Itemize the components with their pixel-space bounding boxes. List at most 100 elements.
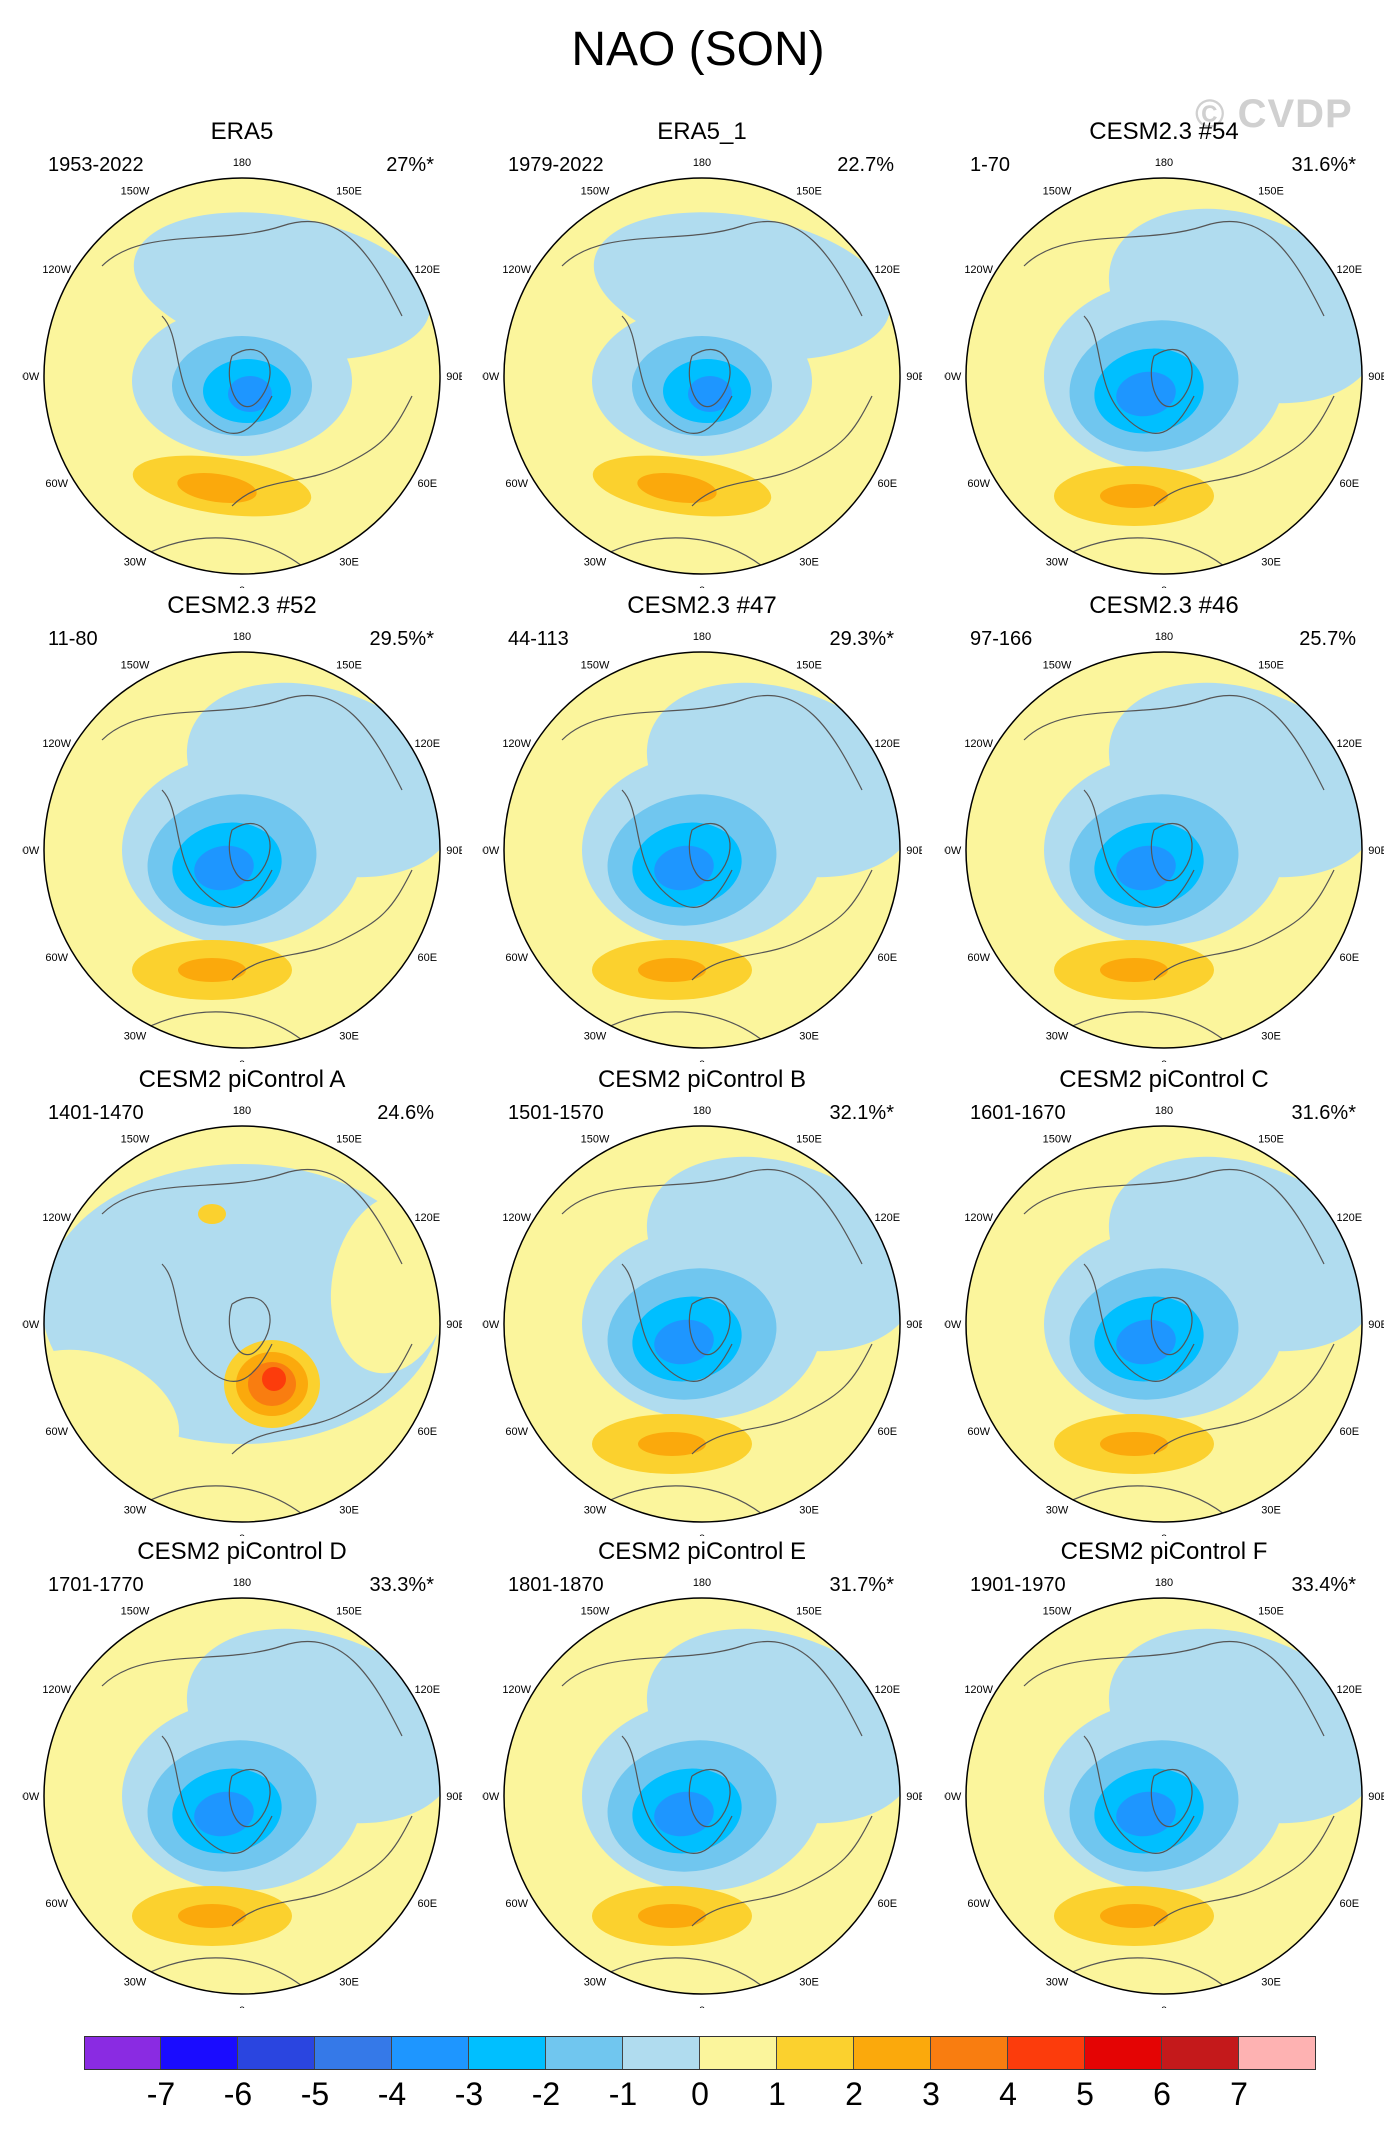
polar-map: 180 150E 120E 90E 60E 30E 0 30W 60W 90W 120W 150W [482, 1105, 922, 1536]
coastline [101, 1168, 403, 1265]
longitude-label: 60E [878, 1898, 898, 1910]
longitude-label: 60E [1340, 1426, 1360, 1438]
longitude-label: 180 [1155, 631, 1173, 643]
longitude-label: 90E [1368, 1791, 1384, 1803]
longitude-label: 120E [874, 1212, 900, 1224]
longitude-label: 30W [584, 1504, 607, 1516]
longitude-label: 30E [799, 1976, 819, 1988]
colorbar-tick-label: -6 [223, 2076, 253, 2112]
polar-map: 180 150E 120E 90E 60E 30E 0 30W 60W 90W 120W 150W [22, 1577, 462, 2008]
longitude-label: 30E [1261, 1030, 1281, 1042]
map-panel: 180 150E 120E 90E 60E 30E 0 30W 60W 90W 120W 150W ER… [482, 118, 922, 588]
coastline [1150, 349, 1193, 408]
longitude-label: 90E [1368, 1319, 1384, 1331]
map-boundary [503, 1125, 901, 1523]
panel-percent-variance: 31.7%* [829, 1574, 895, 1596]
colorbar-swatch [1085, 2036, 1162, 2070]
longitude-label: 90W [22, 1319, 40, 1331]
panel-title: ERA5 [210, 118, 274, 145]
coastline [1063, 1957, 1225, 1987]
longitude-label: 90W [482, 845, 500, 857]
coastline [601, 1485, 763, 1515]
coastline [621, 315, 733, 434]
coastline [691, 869, 873, 981]
longitude-label: 90E [1368, 845, 1384, 857]
map-boundary [43, 651, 441, 1049]
colorbar-swatch [238, 2036, 315, 2070]
negative-anomaly-region [194, 1791, 254, 1837]
longitude-label: 120E [874, 1684, 900, 1696]
positive-anomaly-region [1100, 484, 1168, 508]
longitude-label: 120W [502, 1684, 531, 1696]
positive-anomaly-region [1100, 1432, 1168, 1456]
positive-anomaly-region [638, 1432, 706, 1456]
panel-title: CESM2.3 #54 [1089, 118, 1239, 145]
longitude-label: 30W [1046, 1504, 1069, 1516]
longitude-label: 90E [906, 845, 922, 857]
panel-title: CESM2 piControl D [137, 1538, 347, 1565]
panel-title: CESM2 piControl F [1060, 1538, 1268, 1565]
coastline [688, 1297, 731, 1356]
longitude-label: 30E [799, 556, 819, 568]
coastline [101, 220, 403, 317]
coastline [228, 823, 271, 882]
longitude-label: 180 [233, 1577, 251, 1589]
coastline [1083, 1735, 1195, 1854]
positive-anomaly-region [262, 1367, 286, 1391]
longitude-label: 120E [414, 738, 440, 750]
longitude-label: 60E [1340, 952, 1360, 964]
longitude-label: 60W [505, 952, 528, 964]
longitude-label: 90E [1368, 371, 1384, 383]
longitude-label: 60E [878, 1426, 898, 1438]
panel-years: 97-166 [970, 628, 1033, 650]
longitude-label: 150E [336, 1606, 362, 1618]
longitude-label: 180 [693, 157, 711, 169]
panel-years: 1801-1870 [508, 1574, 604, 1596]
longitude-label: 90E [906, 1319, 922, 1331]
colorbar-tick-label: 3 [922, 2076, 940, 2112]
polar-map: 180 150E 120E 90E 60E 30E 0 30W 60W 90W 120W 150W [22, 157, 462, 588]
longitude-label: 60W [505, 478, 528, 490]
longitude-label: 150E [1258, 1134, 1284, 1146]
longitude-label: 90E [446, 845, 462, 857]
coastline [101, 694, 403, 791]
map-panel: 180 150E 120E 90E 60E 30E 0 30W 60W 90W 120W 150W CE… [944, 592, 1384, 1062]
longitude-label: 150E [796, 660, 822, 672]
coastline [1153, 1815, 1335, 1927]
longitude-label: 90W [944, 1791, 962, 1803]
longitude-label: 30W [1046, 556, 1069, 568]
coastline [1023, 694, 1325, 791]
longitude-label: 30E [339, 1030, 359, 1042]
map-boundary [965, 1125, 1363, 1523]
longitude-label: 120E [1336, 1212, 1362, 1224]
longitude-label: 0 [699, 1533, 705, 1536]
positive-anomaly-region [637, 473, 717, 503]
panel-title: CESM2.3 #47 [627, 592, 777, 619]
coastline [561, 694, 863, 791]
longitude-label: 30W [124, 556, 147, 568]
longitude-label: 90E [446, 1319, 462, 1331]
positive-anomaly-region [1100, 1904, 1168, 1928]
longitude-label: 30W [124, 1504, 147, 1516]
coastline [228, 349, 271, 408]
longitude-label: 60E [1340, 478, 1360, 490]
longitude-label: 150E [796, 1134, 822, 1146]
polar-map: 180 150E 120E 90E 60E 30E 0 30W 60W 90W 120W 150W [482, 157, 922, 588]
coastline [141, 1485, 303, 1515]
longitude-label: 90E [446, 371, 462, 383]
coastline [231, 395, 413, 507]
coastline [601, 1957, 763, 1987]
longitude-label: 0 [239, 2005, 245, 2008]
polar-map: 180 150E 120E 90E 60E 30E 0 30W 60W 90W 120W 150W [22, 631, 462, 1062]
negative-anomaly-region [194, 845, 254, 891]
colorbar-tick-label: -7 [146, 2076, 176, 2112]
map-panel: 180 150E 120E 90E 60E 30E 0 30W 60W 90W 120W 150W ER… [22, 118, 462, 588]
longitude-label: 30W [584, 1976, 607, 1988]
coastline [1083, 315, 1195, 434]
longitude-label: 30W [1046, 1976, 1069, 1988]
longitude-label: 60E [878, 478, 898, 490]
longitude-label: 180 [693, 1577, 711, 1589]
map-panel: 180 150E 120E 90E 60E 30E 0 30W 60W 90W 120W 150W CE… [22, 592, 462, 1062]
longitude-label: 150E [336, 186, 362, 198]
longitude-label: 60W [505, 1426, 528, 1438]
